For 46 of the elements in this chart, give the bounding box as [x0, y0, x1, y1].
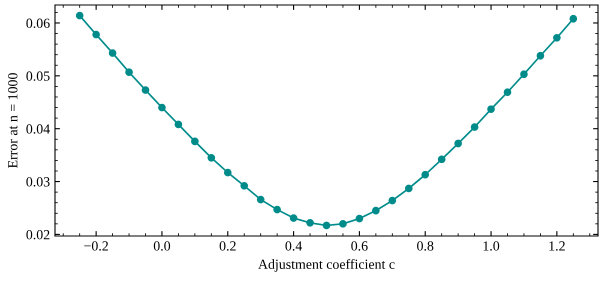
point	[520, 70, 528, 78]
point	[108, 49, 116, 57]
point	[191, 138, 199, 146]
point	[273, 206, 281, 214]
point	[536, 52, 544, 60]
point	[553, 34, 561, 42]
point	[470, 123, 478, 131]
point	[256, 196, 264, 204]
x-tick-label: 1.2	[549, 241, 565, 251]
y-axis-title: Error at n = 1000	[8, 73, 18, 168]
point	[208, 154, 216, 162]
x-tick-label: 0.8	[417, 241, 434, 251]
x-tick-label: 0.4	[285, 241, 302, 251]
x-tick-label: 0.2	[220, 241, 236, 251]
x-tick-label: 0.0	[154, 241, 170, 251]
x-tick-label: 1.0	[484, 241, 500, 251]
y-tick-label: 0.02	[26, 230, 50, 240]
point	[240, 182, 248, 190]
y-tick-label: 0.06	[26, 18, 50, 28]
y-tick-label: 0.05	[26, 71, 50, 81]
point	[570, 14, 578, 23]
x-tick-label: 0.6	[351, 241, 368, 251]
point	[125, 68, 133, 76]
x-tick-label: −0.2	[84, 241, 108, 251]
point	[356, 214, 364, 222]
point	[306, 218, 314, 227]
point	[76, 12, 84, 20]
point	[142, 86, 150, 94]
y-tick-label: 0.04	[26, 124, 50, 134]
point	[388, 196, 396, 204]
point	[158, 104, 166, 112]
point	[504, 88, 512, 96]
point	[487, 105, 495, 113]
x-axis-title: Adjustment coefficient c	[258, 259, 395, 272]
point	[92, 30, 100, 38]
point	[339, 220, 347, 228]
point	[421, 170, 430, 178]
point	[372, 206, 380, 214]
y-tick-label: 0.03	[26, 177, 50, 187]
point	[454, 140, 462, 148]
point	[404, 184, 413, 192]
point	[322, 222, 330, 230]
point	[224, 168, 232, 176]
point	[174, 120, 182, 128]
point	[290, 214, 298, 222]
point	[438, 156, 446, 164]
